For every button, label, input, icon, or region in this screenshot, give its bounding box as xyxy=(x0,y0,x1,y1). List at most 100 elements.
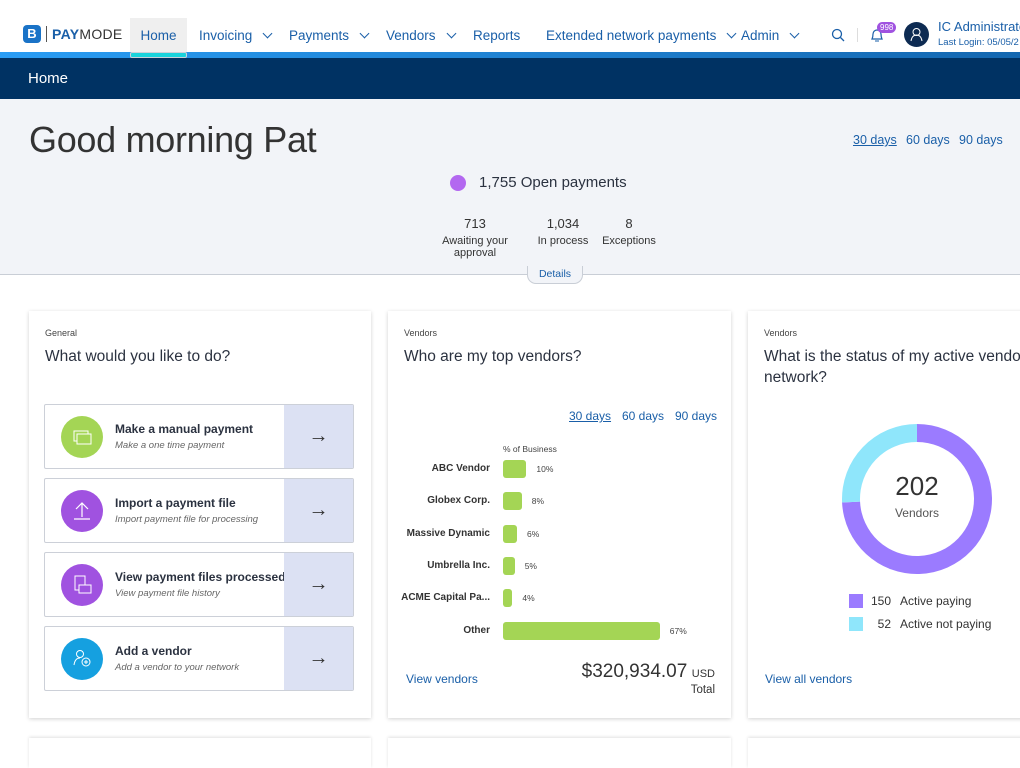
arrow-right-icon[interactable]: → xyxy=(284,405,353,468)
range-30-days[interactable]: 30 days xyxy=(853,133,897,147)
greeting: Good morning Pat xyxy=(29,119,317,160)
chevron-down-icon xyxy=(446,28,456,38)
total-label: Total xyxy=(690,684,715,696)
paymode-logo[interactable]: B PAYMODE xyxy=(23,25,123,43)
range-90-days[interactable]: 90 days xyxy=(959,133,1003,147)
donut-slice[interactable] xyxy=(842,424,917,503)
view-payment-files-button[interactable]: View payment files processed View paymen… xyxy=(44,552,354,617)
card-partial xyxy=(29,738,371,768)
donut-center-value: 202 xyxy=(895,471,939,501)
donut-center-label: Vendors xyxy=(894,506,940,520)
arrow-right-icon[interactable]: → xyxy=(284,553,353,616)
bar-value-label: 8% xyxy=(531,496,545,507)
logo-mark: B xyxy=(23,25,41,43)
nav-label: Reports xyxy=(473,27,521,43)
bar-value-label: 6% xyxy=(527,528,540,539)
bar[interactable] xyxy=(503,621,660,640)
vendor-network-card: Vendors What is the status of my active … xyxy=(748,311,1020,718)
files-icon xyxy=(61,564,103,606)
nav-label: Extended network payments xyxy=(546,27,717,43)
card-category: General xyxy=(45,328,78,338)
bar-label: ABC Vendor xyxy=(431,463,490,474)
nav-reports[interactable]: Reports xyxy=(473,18,520,52)
bar[interactable] xyxy=(503,460,527,478)
stat-value: 713 xyxy=(464,216,486,231)
total-value: $320,934.07 xyxy=(581,661,688,682)
action-title: View payment files processed xyxy=(115,570,286,584)
stat-in-process[interactable]: 1,034 In process xyxy=(533,216,593,247)
add-user-icon xyxy=(61,638,103,680)
nav-vendors[interactable]: Vendors xyxy=(386,18,456,52)
summary-section: Good morning Pat 30 days 60 days 90 days… xyxy=(0,99,1020,275)
range-90-days[interactable]: 90 days xyxy=(675,409,718,423)
arrow-right-icon[interactable]: → xyxy=(284,627,353,690)
legend-item: 150 Active paying xyxy=(849,594,991,608)
nav-label: Invoicing xyxy=(199,27,253,43)
nav-extended-network-payments[interactable]: Extended network payments xyxy=(546,18,737,52)
chevron-down-icon xyxy=(726,28,737,38)
chart-axis-label: % of Business xyxy=(503,444,557,454)
stat-value: 1,034 xyxy=(546,216,580,231)
card-partial xyxy=(748,738,1020,768)
legend-item: 52 Active not paying xyxy=(849,617,991,631)
action-subtitle: Add a vendor to your network xyxy=(115,662,240,673)
bar-label: Massive Dynamic xyxy=(406,527,490,539)
bar[interactable] xyxy=(503,589,513,608)
legend-label: Active not paying xyxy=(900,617,992,631)
notification-badge: 998 xyxy=(877,22,897,33)
bar-label: Globex Corp. xyxy=(427,495,490,507)
bar[interactable] xyxy=(503,556,515,575)
card-title: What is the status of my active vendor n… xyxy=(764,348,1020,386)
action-title: Make a manual payment xyxy=(115,422,254,436)
user-name[interactable]: IC Administrato xyxy=(938,19,1020,34)
nav-admin[interactable]: Admin xyxy=(741,18,800,52)
range-60-days[interactable]: 60 days xyxy=(622,409,665,423)
chevron-down-icon xyxy=(359,28,370,38)
open-payments[interactable]: 1,755 Open payments xyxy=(450,174,627,191)
action-title: Import a payment file xyxy=(115,496,236,510)
legend-swatch xyxy=(849,594,863,608)
card-title: Who are my top vendors? xyxy=(404,348,582,365)
card-title: What would you like to do? xyxy=(45,348,231,365)
money-icon xyxy=(61,416,103,458)
bar-label: Other xyxy=(463,624,490,636)
avatar[interactable] xyxy=(904,22,929,47)
chevron-down-icon xyxy=(262,28,273,38)
make-manual-payment-button[interactable]: Make a manual payment Make a one time pa… xyxy=(44,404,354,469)
bar-value-label: 5% xyxy=(524,560,537,571)
range-30-days[interactable]: 30 days xyxy=(569,409,612,423)
search-icon[interactable] xyxy=(831,28,845,42)
bar[interactable] xyxy=(503,524,518,543)
import-payment-file-button[interactable]: Import a payment file Import payment fil… xyxy=(44,478,354,543)
view-all-vendors-link[interactable]: View all vendors xyxy=(765,672,853,686)
legend-value: 52 xyxy=(877,617,891,631)
bar[interactable] xyxy=(503,492,522,511)
page-breadcrumb: Home xyxy=(0,58,1020,99)
bar-value-label: 4% xyxy=(522,593,535,604)
arrow-right-icon[interactable]: → xyxy=(284,479,353,542)
nav-label: Home xyxy=(140,27,177,43)
nav-label: Payments xyxy=(289,27,350,43)
details-button[interactable]: Details xyxy=(527,266,583,284)
stat-label: In process xyxy=(537,235,589,247)
stat-awaiting[interactable]: 713 Awaiting your approval xyxy=(420,216,530,259)
card-category: Vendors xyxy=(404,328,438,338)
nav-stripe xyxy=(0,52,1020,58)
nav-invoicing[interactable]: Invoicing xyxy=(199,18,273,52)
bar-label: ACME Capital Pa... xyxy=(401,592,490,604)
bar-value-label: 10% xyxy=(536,464,554,474)
action-title: Add a vendor xyxy=(115,644,192,658)
add-vendor-button[interactable]: Add a vendor Add a vendor to your networ… xyxy=(44,626,354,691)
nav-home[interactable]: Home xyxy=(130,18,187,52)
stat-label: Awaiting your approval xyxy=(442,235,508,259)
legend-swatch xyxy=(849,617,863,631)
range-60-days[interactable]: 60 days xyxy=(906,133,950,147)
logo-text: PAYMODE xyxy=(52,26,123,42)
user-icon xyxy=(910,28,923,42)
donut-legend: 150 Active paying 52 Active not paying xyxy=(849,594,991,640)
stat-exceptions[interactable]: 8 Exceptions xyxy=(599,216,659,247)
view-vendors-link[interactable]: View vendors xyxy=(406,672,478,686)
nav-payments[interactable]: Payments xyxy=(289,18,370,52)
top-header: B PAYMODE Home Invoicing Payments Vendor… xyxy=(0,0,1020,52)
bar-label: Umbrella Inc. xyxy=(427,559,490,571)
